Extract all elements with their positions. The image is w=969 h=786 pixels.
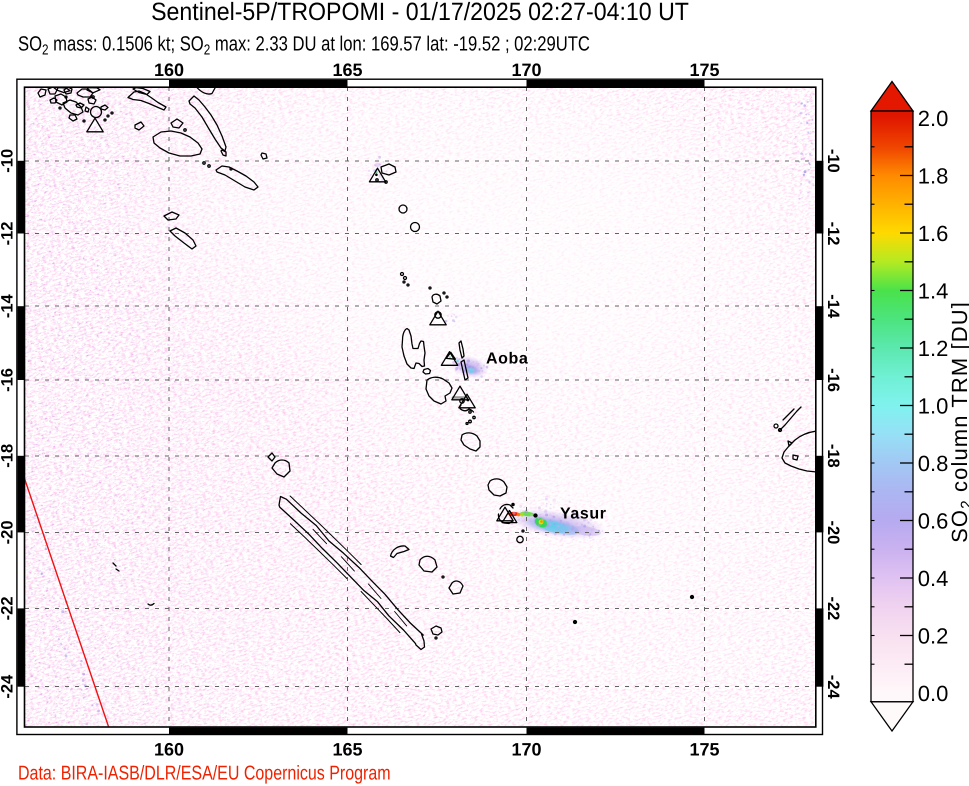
svg-text:SO2 mass: 0.1506 kt; SO2 max:: SO2 mass: 0.1506 kt; SO2 max: 2.33 DU at… (18, 33, 590, 59)
svg-text:160: 160 (154, 740, 184, 760)
svg-text:160: 160 (154, 60, 184, 80)
svg-text:0.0: 0.0 (918, 681, 949, 706)
svg-text:SO2 column TRM [DU]: SO2 column TRM [DU] (947, 301, 969, 543)
svg-text:-10: -10 (0, 149, 17, 173)
svg-text:165: 165 (332, 740, 362, 760)
svg-text:-18: -18 (824, 444, 842, 468)
svg-text:0.8: 0.8 (918, 451, 949, 476)
svg-text:-24: -24 (0, 674, 17, 699)
svg-text:-14: -14 (824, 294, 842, 319)
svg-text:-16: -16 (0, 368, 17, 392)
svg-text:2.0: 2.0 (918, 106, 949, 131)
svg-text:-24: -24 (824, 675, 842, 700)
svg-text:Data: BIRA-IASB/DLR/ESA/EU Cop: Data: BIRA-IASB/DLR/ESA/EU Copernicus Pr… (18, 762, 391, 784)
svg-text:-16: -16 (824, 368, 842, 392)
svg-text:-12: -12 (824, 222, 842, 246)
svg-text:Aoba: Aoba (486, 351, 528, 368)
svg-text:-22: -22 (824, 596, 842, 620)
svg-text:0.6: 0.6 (918, 508, 949, 533)
svg-text:-14: -14 (0, 293, 17, 318)
svg-text:1.6: 1.6 (918, 221, 949, 246)
svg-text:1.2: 1.2 (918, 336, 949, 361)
svg-text:1.4: 1.4 (918, 278, 949, 303)
svg-text:0.4: 0.4 (918, 566, 949, 591)
svg-text:-20: -20 (0, 520, 17, 544)
svg-text:1.8: 1.8 (918, 163, 949, 188)
svg-text:1.0: 1.0 (918, 393, 949, 418)
svg-text:175: 175 (689, 740, 719, 760)
svg-text:170: 170 (511, 740, 541, 760)
svg-text:-12: -12 (0, 222, 17, 246)
svg-text:-10: -10 (824, 149, 842, 173)
svg-text:175: 175 (689, 60, 719, 80)
svg-text:Yasur: Yasur (560, 506, 607, 523)
svg-text:Sentinel-5P/TROPOMI - 01/17/20: Sentinel-5P/TROPOMI - 01/17/2025 02:27-0… (151, 0, 689, 26)
svg-text:-20: -20 (824, 520, 842, 544)
svg-text:165: 165 (332, 60, 362, 80)
svg-text:-22: -22 (0, 596, 17, 620)
svg-text:0.2: 0.2 (918, 623, 949, 648)
svg-text:170: 170 (511, 60, 541, 80)
svg-text:-18: -18 (0, 444, 17, 468)
